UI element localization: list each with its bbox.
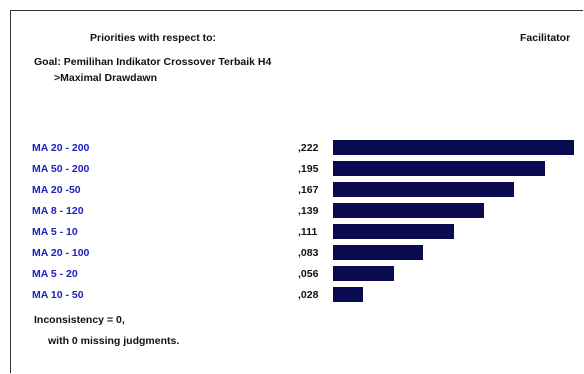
value-label: ,028	[298, 289, 319, 301]
value-label: ,222	[298, 142, 319, 154]
value-label: ,056	[298, 268, 319, 280]
category-label: MA 20 - 100	[32, 247, 90, 259]
value-label: ,139	[298, 205, 319, 217]
priority-bar	[333, 224, 454, 239]
category-label: MA 5 - 10	[32, 226, 78, 238]
priority-bar	[333, 203, 484, 218]
category-label: MA 10 - 50	[32, 289, 84, 301]
priority-bar	[333, 245, 423, 260]
goal-text: Goal: Pemilihan Indikator Crossover Terb…	[34, 56, 272, 68]
category-label: MA 20 -50	[32, 184, 81, 196]
value-label: ,195	[298, 163, 319, 175]
missing-judgments-text: with 0 missing judgments.	[48, 335, 180, 347]
priority-bar	[333, 140, 574, 155]
priority-bar	[333, 161, 545, 176]
priorities-title: Priorities with respect to:	[90, 32, 217, 44]
inconsistency-text: Inconsistency = 0,	[34, 314, 125, 326]
category-label: MA 5 - 20	[32, 268, 78, 280]
value-label: ,111	[298, 226, 318, 238]
priority-bar	[333, 266, 394, 281]
value-label: ,083	[298, 247, 319, 259]
category-label: MA 50 - 200	[32, 163, 90, 175]
priority-bar	[333, 182, 514, 197]
category-label: MA 20 - 200	[32, 142, 90, 154]
category-label: MA 8 - 120	[32, 205, 84, 217]
value-label: ,167	[298, 184, 319, 196]
priority-bar	[333, 287, 363, 302]
goal-subtext: >Maximal Drawdawn	[54, 72, 157, 84]
facilitator-label: Facilitator	[520, 32, 571, 44]
